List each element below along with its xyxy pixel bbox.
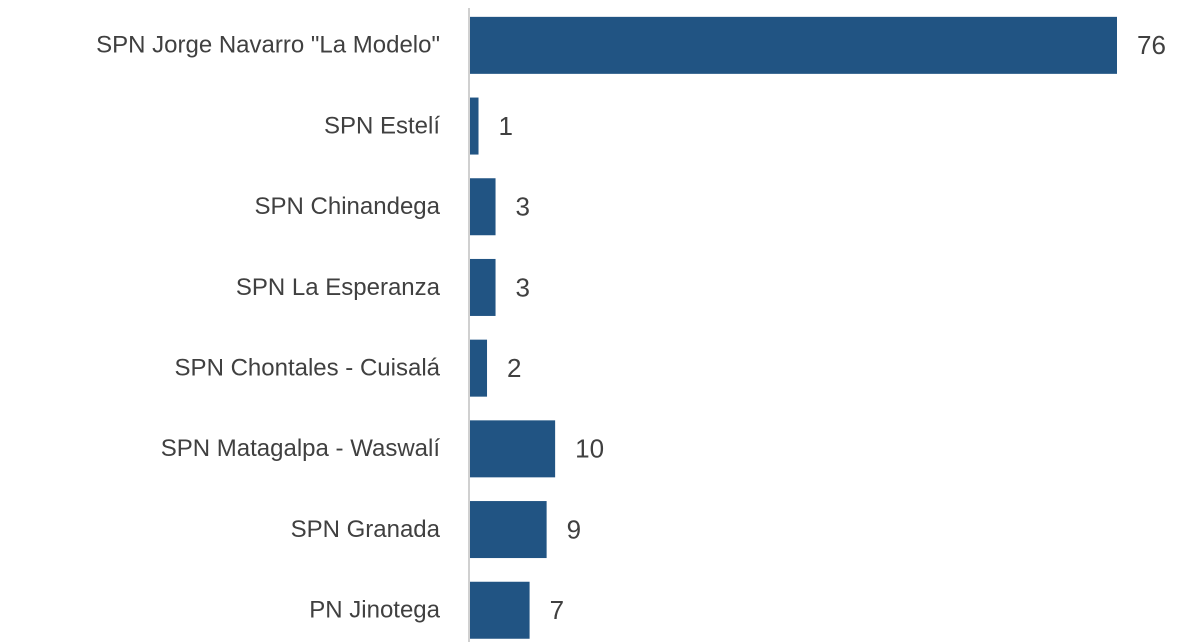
bar (470, 420, 556, 478)
category-label: PN Jinotega (309, 597, 440, 624)
bar (470, 258, 496, 316)
data-label: 76 (1137, 30, 1166, 60)
bar (470, 339, 488, 397)
data-label: 3 (516, 192, 530, 222)
data-label: 10 (575, 434, 604, 464)
data-label: 9 (567, 514, 581, 544)
data-label: 2 (507, 353, 521, 383)
data-label: 1 (499, 111, 513, 141)
category-label: SPN La Esperanza (236, 274, 441, 301)
category-label: SPN Chontales - Cuisalá (175, 354, 441, 381)
bar (470, 178, 496, 236)
category-label: SPN Chinandega (255, 193, 441, 220)
category-label: SPN Estelí (324, 112, 440, 139)
bar (470, 581, 530, 639)
category-label: SPN Jorge Navarro "La Modelo" (96, 32, 440, 59)
bar (470, 16, 1117, 74)
data-label: 3 (516, 272, 530, 302)
category-label: SPN Matagalpa - Waswalí (161, 435, 441, 462)
data-label: 7 (550, 595, 564, 625)
bar (470, 501, 547, 559)
bar (470, 97, 479, 155)
category-label: SPN Granada (291, 516, 441, 543)
